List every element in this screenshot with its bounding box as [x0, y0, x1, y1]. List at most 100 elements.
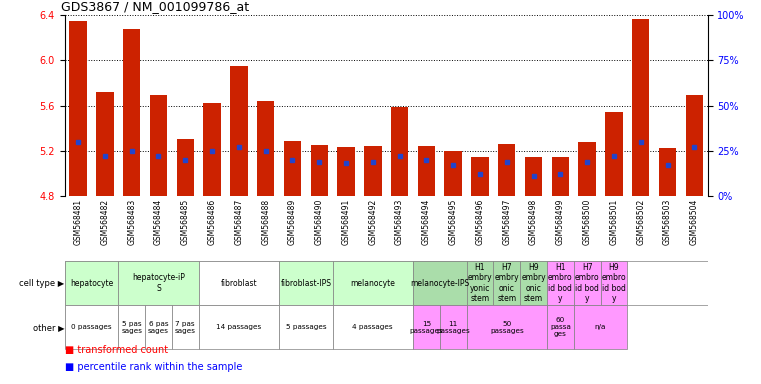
FancyBboxPatch shape [65, 305, 708, 349]
Bar [284, 141, 301, 196]
Text: 4 passages: 4 passages [352, 324, 393, 330]
FancyBboxPatch shape [279, 261, 333, 305]
Text: GSM568491: GSM568491 [342, 199, 351, 245]
FancyBboxPatch shape [65, 305, 118, 349]
Bar [686, 96, 703, 196]
Bar [337, 147, 355, 196]
FancyBboxPatch shape [279, 305, 333, 349]
FancyBboxPatch shape [574, 305, 627, 349]
Bar [310, 145, 328, 196]
Bar [364, 146, 381, 196]
Text: GSM568501: GSM568501 [610, 199, 619, 245]
FancyBboxPatch shape [65, 261, 708, 305]
Text: H9
embro
id bod
y: H9 embro id bod y [602, 263, 626, 303]
Text: 11
passages: 11 passages [436, 321, 470, 334]
Text: 15
passages: 15 passages [409, 321, 443, 334]
Text: GDS3867 / NM_001099786_at: GDS3867 / NM_001099786_at [62, 0, 250, 13]
FancyBboxPatch shape [118, 261, 199, 305]
Bar [177, 139, 194, 196]
FancyBboxPatch shape [600, 261, 627, 305]
FancyBboxPatch shape [333, 305, 413, 349]
Text: GSM568494: GSM568494 [422, 199, 431, 245]
Text: GSM568488: GSM568488 [261, 199, 270, 245]
Text: other ▶: other ▶ [33, 323, 64, 332]
FancyBboxPatch shape [547, 261, 574, 305]
Text: H7
embry
onic
stem: H7 embry onic stem [495, 263, 519, 303]
Bar [659, 149, 677, 196]
Text: GSM568502: GSM568502 [636, 199, 645, 245]
Text: hepatocyte: hepatocyte [70, 279, 113, 288]
Text: GSM568496: GSM568496 [476, 199, 485, 245]
Text: H7
embro
id bod
y: H7 embro id bod y [575, 263, 600, 303]
Bar [230, 66, 247, 196]
Text: H1
embry
yonic
stem: H1 embry yonic stem [468, 263, 492, 303]
FancyBboxPatch shape [333, 261, 413, 305]
Text: GSM568485: GSM568485 [181, 199, 189, 245]
Bar [552, 157, 569, 196]
Bar [257, 101, 275, 196]
Text: GSM568504: GSM568504 [689, 199, 699, 245]
Text: 60
passa
ges: 60 passa ges [550, 317, 571, 338]
Text: GSM568503: GSM568503 [663, 199, 672, 245]
FancyBboxPatch shape [199, 305, 279, 349]
FancyBboxPatch shape [440, 305, 466, 349]
Bar [96, 92, 113, 196]
Text: GSM568481: GSM568481 [74, 199, 83, 245]
FancyBboxPatch shape [172, 305, 199, 349]
Text: GSM568500: GSM568500 [583, 199, 591, 245]
Text: GSM568486: GSM568486 [208, 199, 217, 245]
Text: GSM568499: GSM568499 [556, 199, 565, 245]
FancyBboxPatch shape [521, 261, 547, 305]
Text: H1
embro
id bod
y: H1 embro id bod y [548, 263, 573, 303]
Bar [525, 157, 543, 196]
FancyBboxPatch shape [493, 261, 521, 305]
Text: 50
passages: 50 passages [490, 321, 524, 334]
Text: GSM568492: GSM568492 [368, 199, 377, 245]
Text: GSM568489: GSM568489 [288, 199, 297, 245]
Text: cell type ▶: cell type ▶ [19, 279, 64, 288]
Text: GSM568483: GSM568483 [127, 199, 136, 245]
Text: hepatocyte-iP
S: hepatocyte-iP S [132, 273, 185, 293]
FancyBboxPatch shape [466, 261, 493, 305]
Text: GSM568493: GSM568493 [395, 199, 404, 245]
Text: GSM568487: GSM568487 [234, 199, 244, 245]
Text: n/a: n/a [595, 324, 607, 330]
Bar [498, 144, 515, 196]
Text: fibroblast-IPS: fibroblast-IPS [280, 279, 331, 288]
FancyBboxPatch shape [466, 305, 547, 349]
Text: 14 passages: 14 passages [216, 324, 262, 330]
Text: H9
embry
onic
stem: H9 embry onic stem [521, 263, 546, 303]
Text: fibroblast: fibroblast [221, 279, 257, 288]
FancyBboxPatch shape [118, 305, 145, 349]
FancyBboxPatch shape [199, 261, 279, 305]
Text: 5 pas
sages: 5 pas sages [121, 321, 142, 334]
FancyBboxPatch shape [145, 305, 172, 349]
Bar [150, 96, 167, 196]
Bar [444, 151, 462, 196]
Bar [391, 107, 409, 196]
Text: melanocyte-IPS: melanocyte-IPS [410, 279, 470, 288]
FancyBboxPatch shape [413, 305, 440, 349]
Text: 6 pas
sages: 6 pas sages [148, 321, 169, 334]
Text: GSM568482: GSM568482 [100, 199, 110, 245]
Text: GSM568484: GSM568484 [154, 199, 163, 245]
Bar [123, 29, 140, 196]
Text: GSM568495: GSM568495 [449, 199, 457, 245]
Bar [578, 142, 596, 196]
Text: melanocyte: melanocyte [350, 279, 395, 288]
Text: GSM568497: GSM568497 [502, 199, 511, 245]
Text: 7 pas
sages: 7 pas sages [175, 321, 196, 334]
Text: GSM568498: GSM568498 [529, 199, 538, 245]
FancyBboxPatch shape [413, 261, 466, 305]
Bar [632, 19, 649, 196]
Text: 5 passages: 5 passages [285, 324, 326, 330]
Text: ■ transformed count: ■ transformed count [65, 345, 168, 355]
Bar [471, 157, 489, 196]
Text: GSM568490: GSM568490 [315, 199, 323, 245]
Bar [203, 103, 221, 196]
Bar [69, 21, 87, 196]
Text: ■ percentile rank within the sample: ■ percentile rank within the sample [65, 362, 242, 372]
FancyBboxPatch shape [65, 261, 118, 305]
FancyBboxPatch shape [574, 261, 600, 305]
Text: 0 passages: 0 passages [72, 324, 112, 330]
